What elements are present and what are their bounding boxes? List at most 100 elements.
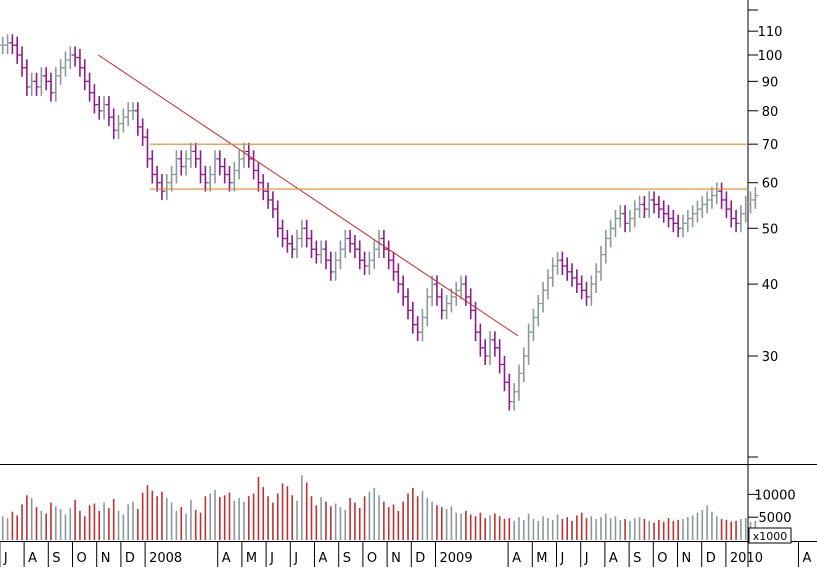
price-bar	[342, 229, 349, 259]
price-bar	[718, 182, 725, 209]
price-bar	[506, 373, 513, 411]
price-bar	[134, 102, 141, 136]
price-bar	[612, 209, 619, 238]
price-bar	[515, 364, 522, 401]
price-tick-label: 110	[758, 25, 783, 40]
price-bar	[289, 235, 296, 259]
price-bar	[216, 150, 223, 176]
price-bar	[588, 275, 595, 306]
price-tick-label: 80	[762, 105, 779, 120]
x-month-label: J	[293, 551, 298, 566]
x-month-label: 2009	[440, 551, 473, 566]
volume-tick-label: 5000	[758, 511, 791, 526]
price-bar	[525, 323, 532, 365]
volume-bars	[1, 475, 757, 540]
price-bar	[626, 209, 633, 233]
price-bar	[332, 251, 339, 281]
price-bar	[236, 150, 243, 180]
price-bar	[125, 102, 132, 127]
x-month-label: S	[633, 551, 641, 566]
x-month-label: A	[609, 551, 618, 566]
price-bar	[351, 235, 358, 259]
price-tick-label: 100	[758, 49, 783, 64]
overlay-lines	[98, 54, 748, 337]
price-bar	[240, 142, 247, 168]
volume-axis: 5000 10000 x1000	[748, 488, 796, 544]
price-bar	[593, 263, 600, 293]
price-bar	[737, 205, 744, 233]
price-bar	[487, 331, 494, 365]
x-month-label: N	[682, 551, 692, 566]
price-tick-label: 40	[762, 278, 779, 293]
price-bar	[404, 288, 411, 320]
price-bar	[704, 191, 711, 214]
price-bar	[356, 240, 363, 270]
price-bar	[453, 281, 460, 306]
price-bar	[47, 72, 54, 102]
price-bar	[279, 219, 286, 248]
price-bar	[424, 288, 431, 327]
price-bar	[72, 46, 79, 67]
price-bar	[641, 195, 648, 218]
x-month-label: D	[415, 551, 425, 566]
price-bar	[395, 263, 402, 293]
price-bar	[81, 59, 88, 91]
price-bar	[158, 174, 165, 201]
price-bar	[689, 205, 696, 228]
price-bar	[192, 142, 199, 168]
price-bar	[318, 240, 325, 264]
price-bar	[250, 150, 257, 180]
price-bar	[665, 205, 672, 228]
price-bar	[298, 219, 305, 248]
price-bar	[380, 229, 387, 259]
price-bar	[622, 205, 629, 233]
price-bar	[105, 96, 112, 127]
price-bar	[43, 67, 50, 91]
price-bar	[313, 240, 320, 264]
price-bar	[491, 331, 498, 357]
x-month-label: S	[343, 551, 351, 566]
price-tick-label: 60	[762, 177, 779, 192]
price-bar	[540, 281, 547, 313]
volume-tick-label: 10000	[754, 488, 795, 503]
x-month-label: O	[367, 551, 377, 566]
x-month-label: 2008	[149, 551, 182, 566]
price-bar	[187, 142, 194, 168]
x-month-label: N	[101, 551, 111, 566]
price-bar	[269, 191, 276, 218]
price-bar	[583, 281, 590, 306]
x-month-label: S	[52, 551, 60, 566]
price-bar	[96, 96, 103, 120]
price-bar	[347, 229, 354, 253]
price-bar	[708, 186, 715, 209]
x-month-label: D	[125, 551, 135, 566]
price-bar	[231, 161, 238, 192]
price-bar	[458, 275, 465, 300]
price-bar	[361, 251, 368, 275]
volume-unit-box	[748, 527, 792, 544]
price-bar	[651, 191, 658, 214]
price-bar	[23, 59, 30, 96]
price-bar	[501, 355, 508, 392]
price-bar	[636, 195, 643, 218]
price-bar	[173, 150, 180, 184]
price-bar	[38, 67, 45, 96]
price-bar	[294, 229, 301, 259]
price-bar	[202, 165, 209, 192]
price-tick-label: 30	[762, 350, 779, 365]
price-bar	[554, 251, 561, 275]
price-bar	[448, 288, 455, 313]
price-bar	[631, 200, 638, 228]
x-month-label: A	[803, 551, 812, 566]
price-bar	[390, 251, 397, 281]
price-bar	[544, 269, 551, 300]
price-bar	[559, 251, 566, 275]
price-bar	[564, 257, 571, 281]
x-month-label: A	[28, 551, 37, 566]
price-bar	[597, 246, 604, 281]
price-tick-label: 90	[762, 75, 779, 90]
x-month-label: O	[77, 551, 87, 566]
price-bar	[120, 108, 127, 133]
x-month-label: J	[3, 551, 8, 566]
